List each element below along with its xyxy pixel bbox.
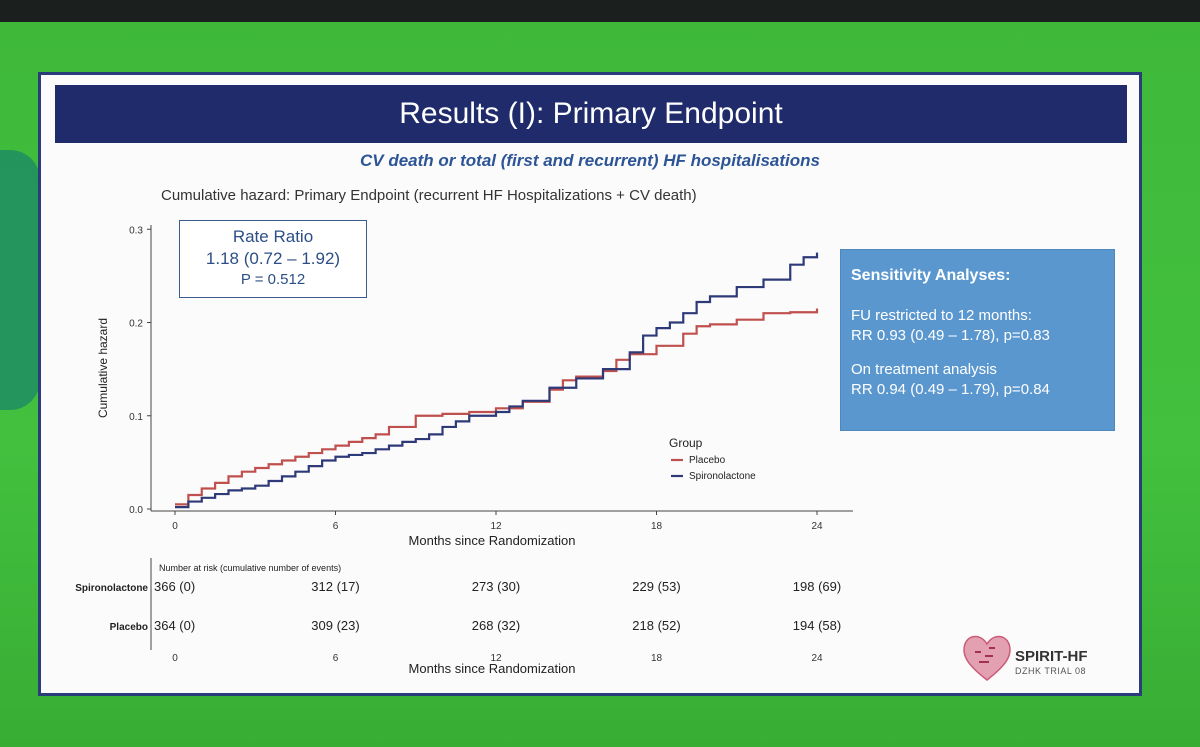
risk-cell: 309 (23) <box>311 618 359 633</box>
spirit-hf-logo: SPIRIT-HF DZHK TRIAL 08 <box>959 630 1089 690</box>
risk-cell: 198 (69) <box>793 579 841 594</box>
risk-cell: 273 (30) <box>472 579 520 594</box>
risk-cell: 268 (32) <box>472 618 520 633</box>
slide-title: Results (I): Primary Endpoint <box>55 85 1127 143</box>
risk-cell: 218 (52) <box>632 618 680 633</box>
y-tick-label: 0.2 <box>129 319 143 330</box>
sensitivity-heading: Sensitivity Analyses: <box>851 267 1011 284</box>
background-decoration <box>0 150 40 410</box>
slide-subtitle: CV death or total (first and recurrent) … <box>360 151 820 170</box>
x-tick-label: 18 <box>651 521 663 532</box>
x-tick-label: 12 <box>490 521 502 532</box>
risk-x-tick-label: 0 <box>172 653 178 664</box>
hazard-chart: 0.0 0.1 0.2 0.3 0 6 12 18 24 Months since Randomi… <box>75 225 853 676</box>
y-tick-label: 0.1 <box>129 412 143 423</box>
rate-ratio-label: Rate Ratio <box>232 227 314 246</box>
sensitivity-box: Sensitivity Analyses: FU restricted to 1… <box>840 249 1115 431</box>
risk-row-label: Spironolactone <box>75 583 148 594</box>
risk-table-header: Number at risk (cumulative number of eve… <box>159 563 341 573</box>
heart-logo-icon <box>963 635 1011 681</box>
risk-cell: 364 (0) <box>154 618 195 633</box>
risk-x-axis-label: Months since Randomization <box>409 661 576 676</box>
x-tick-label: 0 <box>172 521 178 532</box>
x-tick-label: 24 <box>811 521 823 532</box>
risk-x-tick-label: 12 <box>490 653 502 664</box>
rate-ratio-value: 1.18 (0.72 – 1.92) <box>205 249 341 268</box>
logo-name: SPIRIT-HF <box>1015 648 1088 665</box>
risk-x-tick-label: 6 <box>333 653 339 664</box>
chart-title: Cumulative hazard: Primary Endpoint (rec… <box>161 187 697 204</box>
rate-ratio-box: Rate Ratio 1.18 (0.72 – 1.92) P = 0.512 <box>179 220 367 298</box>
sensitivity-item1-label: FU restricted to 12 months: <box>851 307 1032 324</box>
risk-cell: 312 (17) <box>311 579 359 594</box>
risk-cell: 194 (58) <box>793 618 841 633</box>
slide: Results (I): Primary Endpoint CV death o… <box>38 72 1142 696</box>
series-line-spironolactone <box>175 252 819 509</box>
risk-cell: 229 (53) <box>632 579 680 594</box>
y-tick-label: 0.3 <box>129 225 143 236</box>
rate-ratio-p: P = 0.512 <box>240 271 306 288</box>
logo-subtitle: DZHK TRIAL 08 <box>1015 666 1087 676</box>
legend-label-spironolactone: Spironolactone <box>689 471 756 482</box>
risk-x-tick-label: 24 <box>811 653 823 664</box>
y-tick-label: 0.0 <box>129 505 143 516</box>
risk-row-label: Placebo <box>110 622 148 633</box>
sensitivity-item2-label: On treatment analysis <box>851 361 997 378</box>
x-tick-label: 6 <box>333 521 339 532</box>
legend-label-placebo: Placebo <box>689 455 726 466</box>
x-axis-label: Months since Randomization <box>409 533 576 548</box>
sensitivity-item1-value: RR 0.93 (0.49 – 1.78), p=0.83 <box>851 327 1050 344</box>
series-line-placebo <box>175 308 819 506</box>
sensitivity-item2-value: RR 0.94 (0.49 – 1.79), p=0.84 <box>851 381 1050 398</box>
screen-top-band <box>0 0 1200 22</box>
y-axis-label: Cumulative hazard <box>96 318 110 418</box>
risk-cell: 366 (0) <box>154 579 195 594</box>
legend-title: Group <box>669 436 703 450</box>
risk-x-tick-label: 18 <box>651 653 663 664</box>
